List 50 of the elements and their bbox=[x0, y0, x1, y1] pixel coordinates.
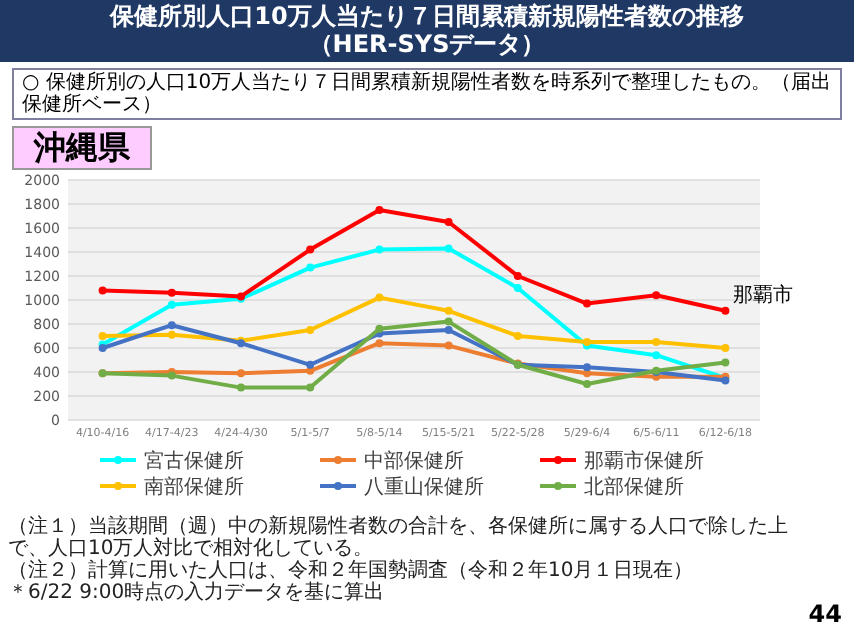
point bbox=[444, 218, 453, 226]
chart-subtitle: ○ 保健所別の人口10万人当たり７日間累積新規陽性者数を時系列で整理したもの。（届出保健所ベース） bbox=[12, 68, 842, 120]
point bbox=[444, 326, 453, 334]
point bbox=[98, 332, 107, 340]
legend-label: 宮古保健所 bbox=[144, 449, 244, 473]
point bbox=[375, 293, 384, 302]
point bbox=[375, 339, 384, 348]
point bbox=[167, 321, 176, 330]
point bbox=[583, 363, 591, 372]
point bbox=[306, 383, 315, 392]
point bbox=[375, 245, 384, 254]
point bbox=[375, 206, 384, 214]
point bbox=[306, 263, 315, 272]
point bbox=[721, 344, 730, 352]
point bbox=[721, 306, 730, 315]
text: 沖縄県 bbox=[12, 126, 152, 170]
point bbox=[583, 380, 591, 388]
point bbox=[306, 326, 315, 334]
point bbox=[306, 245, 315, 254]
text: （注１）当該期間（週）中の新規陽性者数の合計を、各保健所に属する人口で除した上で、人口10万人対比で相対化している。 bbox=[8, 516, 790, 560]
point bbox=[237, 369, 245, 378]
point bbox=[513, 284, 522, 292]
point bbox=[444, 317, 453, 326]
point bbox=[652, 338, 661, 346]
point bbox=[513, 332, 522, 340]
point bbox=[652, 351, 661, 360]
point bbox=[167, 300, 176, 309]
point bbox=[98, 286, 107, 295]
point bbox=[375, 324, 384, 333]
point bbox=[167, 288, 176, 297]
point bbox=[513, 272, 522, 280]
point bbox=[444, 306, 453, 315]
point bbox=[583, 299, 591, 308]
legend-label: 那覇市保健所 bbox=[584, 449, 704, 473]
chart-title: 保健所別人口10万人当たり７日間累積新規陽性者数の推移（HER-SYSデータ） bbox=[107, 2, 746, 58]
point bbox=[721, 358, 730, 367]
legend-label: 八重山保健所 bbox=[364, 475, 484, 499]
point bbox=[652, 291, 661, 300]
text: （注２）計算に用いた人口は、令和２年国勢調査（令和２年10月１日現在） bbox=[8, 560, 696, 582]
point bbox=[444, 341, 453, 350]
legend-label: 北部保健所 bbox=[584, 475, 684, 499]
point bbox=[237, 383, 245, 392]
point bbox=[167, 330, 176, 339]
legend-label: 南部保健所 bbox=[144, 475, 244, 499]
text: ＊6/22 9:00時点の入力データを基に算出 bbox=[8, 582, 387, 604]
point bbox=[444, 244, 453, 253]
point bbox=[306, 360, 315, 369]
annotation: 那覇市 bbox=[733, 282, 794, 307]
text: 44 bbox=[808, 600, 842, 628]
legend-label: 中部保健所 bbox=[364, 449, 464, 473]
